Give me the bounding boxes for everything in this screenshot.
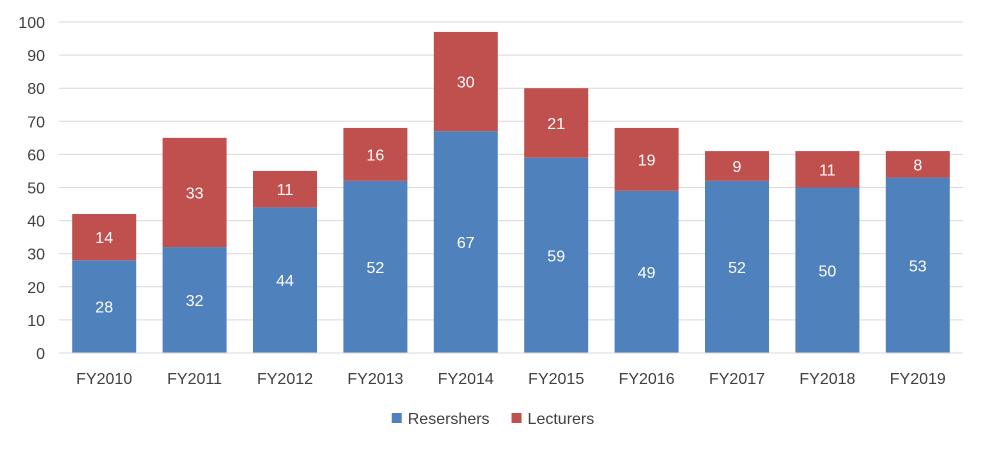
data-label-lecturers-fy2012: 11 — [277, 182, 294, 199]
bar-lecturers-fy2014 — [433, 31, 498, 132]
y-tick-label: 80 — [27, 81, 45, 98]
data-label-resershers-fy2015: 59 — [547, 248, 565, 265]
data-label-resershers-fy2016: 49 — [638, 265, 656, 282]
y-tick-label: 60 — [27, 147, 45, 164]
y-tick-label: 0 — [36, 346, 45, 363]
y-tick-label: 10 — [27, 313, 45, 330]
data-label-resershers-fy2013: 52 — [367, 260, 385, 277]
y-tick-label: 90 — [27, 48, 45, 65]
legend: Resershers Lecturers — [391, 411, 595, 428]
y-tick-label: 30 — [27, 247, 45, 264]
legend-label-resershers: Resershers — [408, 411, 490, 428]
bar-resershers-fy2018 — [795, 187, 860, 353]
data-label-lecturers-fy2016: 19 — [638, 152, 656, 169]
x-tick-label: FY2014 — [438, 371, 494, 388]
data-label-resershers-fy2017: 52 — [728, 260, 746, 277]
data-label-resershers-fy2011: 32 — [186, 293, 204, 310]
x-tick-label: FY2017 — [709, 371, 765, 388]
bar-lecturers-fy2011 — [162, 137, 227, 248]
x-tick-label: FY2010 — [76, 371, 132, 388]
bar-lecturers-fy2013 — [343, 127, 408, 181]
bar-lecturers-fy2019 — [885, 151, 950, 178]
x-tick-label: FY2018 — [799, 371, 855, 388]
x-tick-label: FY2013 — [347, 371, 403, 388]
y-axis: 0 10 20 30 40 50 60 70 80 90 100 — [18, 15, 45, 363]
bar-lecturers-fy2012 — [253, 170, 317, 208]
data-label-lecturers-fy2010: 14 — [95, 230, 113, 247]
data-label-resershers-fy2012: 44 — [276, 273, 294, 290]
data-label-lecturers-fy2015: 21 — [547, 116, 565, 133]
y-tick-label: 20 — [27, 280, 45, 297]
y-tick-label: 40 — [27, 214, 45, 231]
legend-swatch-resershers — [391, 413, 402, 423]
bar-lecturers-fy2015 — [524, 88, 589, 158]
bar-resershers-fy2014 — [433, 131, 498, 353]
data-label-resershers-fy2019: 53 — [909, 258, 927, 275]
data-label-resershers-fy2010: 28 — [95, 300, 113, 317]
data-label-resershers-fy2014: 67 — [457, 235, 475, 252]
bar-resershers-fy2019 — [885, 177, 950, 353]
bar-resershers-fy2016 — [614, 190, 679, 353]
data-label-lecturers-fy2017: 9 — [733, 159, 742, 176]
bar-resershers-fy2011 — [162, 247, 227, 353]
bar-lecturers-fy2017 — [705, 151, 769, 181]
x-tick-label: FY2019 — [890, 371, 946, 388]
y-tick-label: 70 — [27, 114, 45, 131]
legend-swatch-lecturers — [511, 413, 522, 423]
legend-label-lecturers: Lecturers — [528, 411, 595, 428]
bar-resershers-fy2013 — [343, 180, 408, 353]
y-tick-label: 50 — [27, 181, 45, 198]
data-label-lecturers-fy2018: 11 — [819, 162, 836, 179]
bar-resershers-fy2012 — [253, 207, 317, 353]
x-tick-label: FY2012 — [257, 371, 313, 388]
bar-resershers-fy2010 — [72, 260, 137, 353]
bar-lecturers-fy2016 — [614, 127, 679, 191]
data-labels: 28 14 32 33 44 11 52 16 67 30 59 21 49 19 52 9 50 11 53 8 — [95, 75, 926, 317]
bars — [72, 31, 950, 353]
bar-resershers-fy2017 — [705, 180, 769, 353]
data-label-resershers-fy2018: 50 — [819, 263, 837, 280]
y-tick-label: 100 — [18, 15, 45, 32]
x-tick-label: FY2015 — [528, 371, 584, 388]
bar-lecturers-fy2018 — [795, 151, 860, 188]
data-label-lecturers-fy2013: 16 — [367, 147, 385, 164]
bar-resershers-fy2015 — [524, 157, 589, 353]
x-axis: FY2010 FY2011 FY2012 FY2013 FY2014 FY2015 FY20… — [59, 352, 963, 388]
bar-lecturers-fy2010 — [72, 213, 137, 261]
data-label-lecturers-fy2019: 8 — [913, 157, 922, 174]
data-label-lecturers-fy2011: 33 — [186, 185, 204, 202]
data-label-lecturers-fy2014: 30 — [457, 75, 475, 92]
x-tick-label: FY2011 — [167, 371, 222, 388]
x-tick-label: FY2016 — [619, 371, 675, 388]
